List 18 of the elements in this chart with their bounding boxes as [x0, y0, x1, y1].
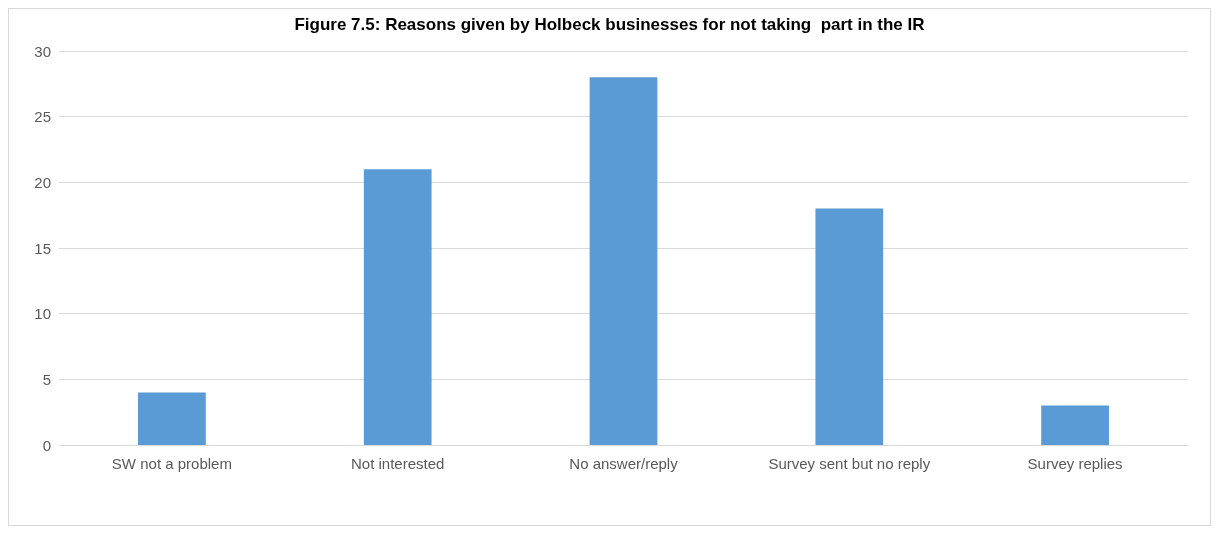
x-tick-label: No answer/reply [569, 454, 679, 472]
bar [589, 77, 658, 445]
bar [1041, 405, 1109, 445]
chart-title: Figure 7.5: Reasons given by Holbeck businesses for not taking part in the IR [294, 15, 925, 34]
y-tick-label: 20 [34, 173, 51, 191]
bar [815, 208, 884, 445]
bar [363, 169, 432, 445]
x-tick-label: Survey replies [1027, 454, 1123, 472]
y-tick-label: 15 [34, 239, 51, 257]
x-tick-label: Survey sent but no reply [768, 454, 931, 472]
y-tick-label: 5 [42, 370, 51, 388]
y-tick-label: 30 [34, 42, 51, 60]
y-tick-label: 25 [34, 108, 51, 126]
y-tick-label: 0 [42, 436, 51, 454]
x-tick-label: Not interested [351, 454, 445, 472]
y-tick-label: 10 [34, 305, 51, 323]
x-tick-label: SW not a problem [111, 454, 232, 472]
bar [138, 392, 206, 445]
